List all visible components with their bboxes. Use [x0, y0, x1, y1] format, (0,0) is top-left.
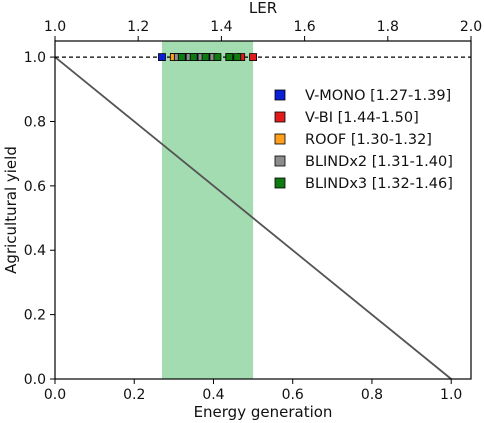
x-tick-label: 0.2 [123, 387, 145, 403]
data-marker [233, 53, 242, 61]
data-marker [213, 53, 222, 61]
y-tick-label: 1.0 [24, 50, 46, 66]
top-axis-title: LER [249, 0, 277, 17]
data-marker [201, 53, 210, 61]
shaded-band [161, 41, 254, 379]
data-marker [249, 53, 257, 61]
y-axis-title: Agricultural yield [2, 146, 20, 274]
top-tick-label: 1.0 [44, 19, 66, 35]
x-tick-label: 0.4 [202, 387, 224, 403]
x-tick-label: 1.0 [440, 387, 462, 403]
line-layer [54, 56, 471, 380]
y-tick-label: 0.2 [24, 308, 46, 324]
legend-swatch [274, 111, 286, 123]
legend-label: BLINDx2 [1.31-1.40] [305, 154, 453, 170]
legend-swatch [274, 177, 286, 189]
shaded-band-layer [161, 41, 254, 379]
y-tick-label: 0.8 [24, 114, 46, 130]
x-axis-title: Energy generation [194, 403, 333, 421]
y-tick-label: 0.6 [24, 179, 46, 195]
legend-swatch [274, 133, 286, 145]
legend: V-MONO [1.27-1.39] V-BI [1.44-1.50] ROOF… [274, 88, 453, 192]
y-tick-label: 0.4 [24, 243, 46, 259]
top-tick-label: 1.8 [377, 19, 399, 35]
x-tick-label: 0.8 [361, 387, 383, 403]
top-tick-label: 2.0 [460, 19, 482, 35]
legend-label: ROOF [1.30-1.32] [305, 132, 432, 148]
legend-item: BLINDx2 [1.31-1.40] [274, 154, 453, 170]
x-tick-label: 0.0 [44, 387, 66, 403]
data-marker [158, 53, 166, 61]
legend-item: V-MONO [1.27-1.39] [274, 88, 451, 104]
legend-swatch [274, 89, 286, 101]
diagonal-line [54, 56, 452, 380]
tick-layer: 0.0 0.2 0.4 0.6 0.8 1.0 0.0 0.2 0.4 0.6 0.8 1.0 1.0 1… [24, 19, 482, 403]
data-marker [225, 53, 234, 61]
legend-label: BLINDx3 [1.32-1.46] [305, 176, 453, 192]
axes-layer [54, 40, 472, 380]
marker-layer [158, 53, 257, 61]
legend-label: V-BI [1.44-1.50] [305, 110, 419, 126]
legend-swatch [274, 155, 286, 167]
plot-frame [54, 40, 472, 380]
y-tick-label: 0.0 [24, 372, 46, 388]
data-marker [177, 53, 186, 61]
top-tick-label: 1.2 [127, 19, 149, 35]
legend-item: BLINDx3 [1.32-1.46] [274, 176, 453, 192]
top-tick-label: 1.6 [293, 19, 315, 35]
legend-label: V-MONO [1.27-1.39] [305, 88, 451, 104]
legend-item: V-BI [1.44-1.50] [274, 110, 419, 126]
legend-item: ROOF [1.30-1.32] [274, 132, 432, 148]
top-tick-label: 1.4 [210, 19, 232, 35]
data-marker [189, 53, 198, 61]
x-tick-label: 0.6 [282, 387, 304, 403]
